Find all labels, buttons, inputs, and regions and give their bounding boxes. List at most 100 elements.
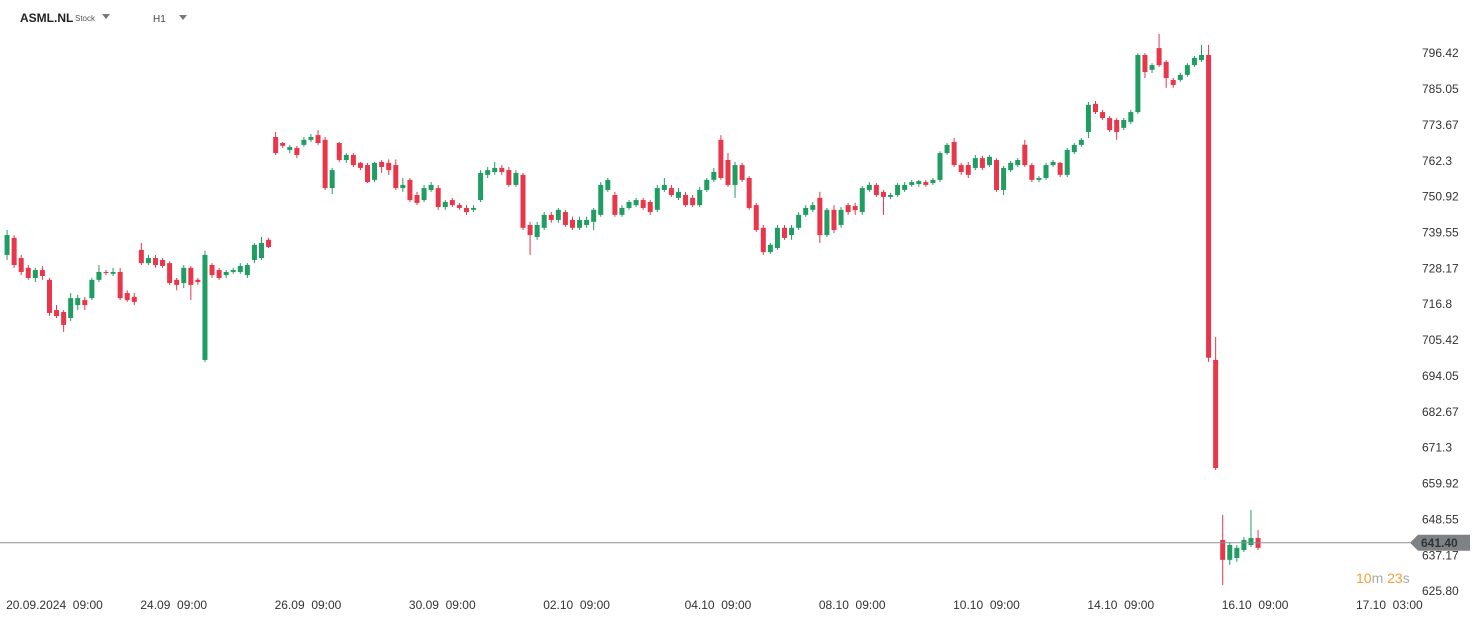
candle-body	[895, 184, 901, 196]
candle-body	[1191, 57, 1197, 66]
candle-body	[534, 224, 540, 237]
candle-body	[336, 142, 342, 161]
candle-body	[442, 201, 448, 208]
y-tick-label: 705.42	[1422, 333, 1459, 347]
candle-body	[1050, 161, 1056, 166]
candle-body	[584, 219, 590, 225]
candle-body	[951, 142, 957, 166]
candle-body	[965, 165, 971, 175]
candle-body	[873, 184, 879, 196]
candle-body	[803, 207, 809, 215]
candle-body	[54, 310, 60, 317]
candle-body	[449, 200, 455, 206]
candle-body	[46, 279, 52, 313]
x-tick-label: 30.09 09:00	[409, 598, 476, 612]
candle-body	[810, 205, 816, 210]
candle-body	[181, 267, 187, 283]
candle-body	[577, 219, 583, 228]
candle-body	[266, 239, 272, 248]
candle-body	[152, 258, 158, 266]
x-tick-label: 20.09.2024 09:00	[6, 598, 103, 612]
candle-body	[937, 153, 943, 180]
candle-body	[1015, 160, 1021, 166]
y-tick-label: 648.55	[1422, 512, 1459, 526]
candle-body	[294, 148, 300, 155]
y-tick-label: 762.3	[1422, 154, 1452, 168]
candle-body	[767, 244, 773, 253]
candle-body	[160, 259, 166, 266]
x-tick-label: 02.10 09:00	[543, 598, 610, 612]
candle-body	[1227, 545, 1233, 560]
candle-body	[944, 144, 950, 154]
y-tick-label: 625.80	[1422, 584, 1459, 598]
interval[interactable]: H1	[153, 14, 166, 25]
y-tick-label: 659.92	[1422, 477, 1459, 491]
candle-body	[675, 191, 681, 198]
candle-body	[753, 205, 759, 231]
candle-body	[499, 167, 505, 173]
candle-body	[209, 265, 215, 276]
candle-body	[357, 162, 363, 168]
candle-body	[96, 271, 102, 280]
candle-body	[880, 191, 886, 197]
candle-body	[605, 179, 611, 190]
candle-body	[548, 214, 554, 220]
candle-body	[1163, 61, 1169, 79]
candle-body	[167, 263, 173, 283]
candle-body	[428, 184, 434, 190]
candle-body	[1092, 103, 1098, 113]
candle-body	[372, 162, 378, 180]
candle-body	[117, 271, 123, 299]
candle-body	[393, 165, 399, 189]
countdown-part: m	[1372, 570, 1388, 586]
candle-body	[1121, 119, 1127, 128]
candle-body	[308, 137, 314, 140]
symbol[interactable]: ASML.NL	[20, 11, 74, 25]
symbol-dropdown[interactable]	[102, 14, 112, 20]
candle-body	[598, 184, 604, 215]
candle-body	[782, 227, 788, 238]
candle-body	[513, 172, 519, 185]
candle-body	[343, 154, 349, 161]
candle-body	[859, 188, 865, 213]
candle-body	[82, 300, 88, 306]
candle-body	[329, 170, 335, 189]
candle-body	[824, 209, 830, 236]
y-tick-label: 785.05	[1422, 82, 1459, 96]
candle-body	[1170, 79, 1176, 85]
candle-body	[994, 160, 1000, 190]
last-price-label: 641.40	[1421, 536, 1458, 550]
candle-body	[478, 172, 484, 201]
candle-body	[350, 154, 356, 166]
candle-body	[471, 207, 477, 210]
y-tick-label: 694.05	[1422, 369, 1459, 383]
candle-body	[216, 270, 222, 278]
candle-body	[626, 201, 632, 208]
candle-body	[11, 237, 17, 266]
candle-body	[640, 200, 646, 208]
candle-body	[647, 201, 653, 213]
candle-body	[668, 188, 674, 196]
candle-body	[591, 209, 597, 222]
countdown: 10m 23s	[1356, 570, 1410, 586]
candle-body	[365, 165, 371, 183]
candle-body	[1135, 55, 1141, 113]
candle-body	[124, 293, 130, 301]
candle-body	[1100, 112, 1106, 119]
candle-body	[909, 182, 915, 185]
candle-body	[697, 189, 703, 206]
candle-body	[704, 179, 710, 190]
candle-body	[1177, 74, 1183, 80]
candle-body	[68, 298, 74, 318]
candle-body	[1064, 149, 1070, 175]
candle-body	[1022, 144, 1028, 166]
candle-body	[1199, 55, 1205, 61]
candle-body	[223, 271, 229, 276]
interval-dropdown[interactable]	[179, 15, 189, 21]
candle-body	[619, 207, 625, 215]
candle-body	[718, 139, 724, 178]
candle-body	[379, 161, 385, 167]
y-tick-label: 682.67	[1422, 405, 1459, 419]
candle-body	[683, 195, 689, 206]
